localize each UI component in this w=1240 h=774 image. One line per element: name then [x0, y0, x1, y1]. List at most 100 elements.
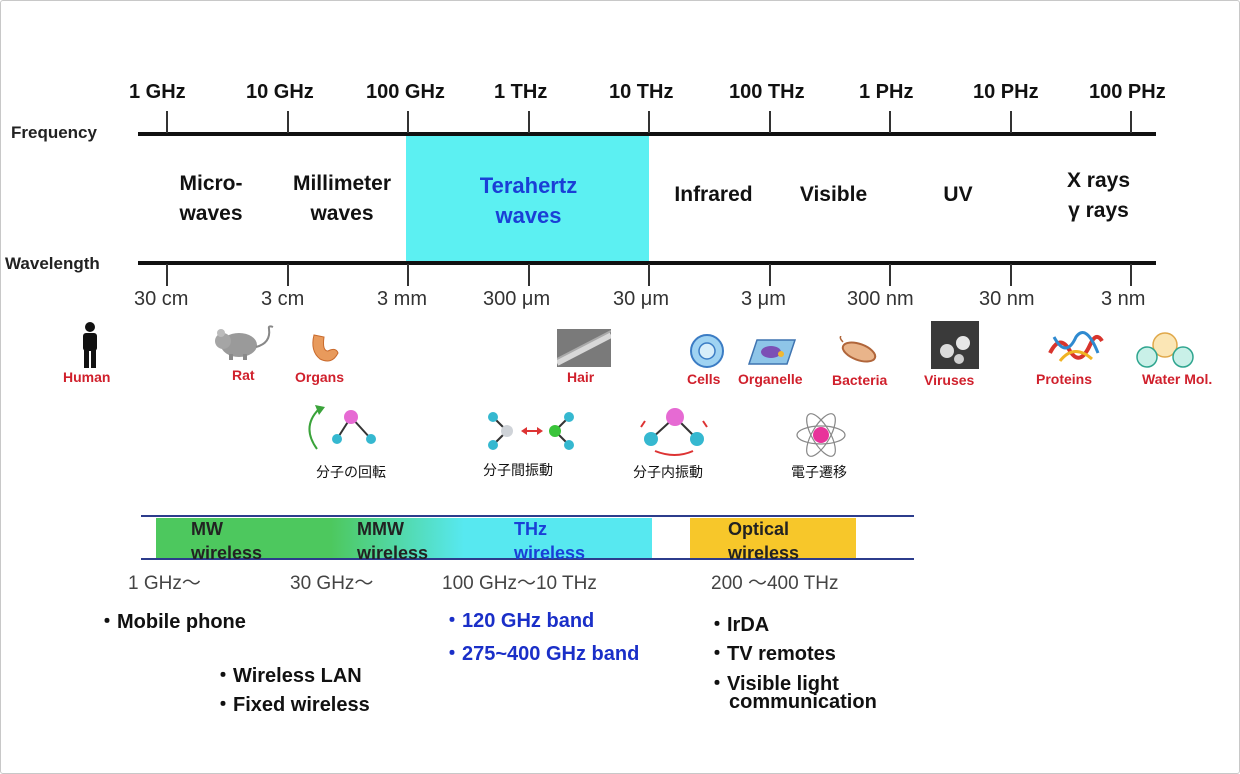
mmw-wireless-label: MMW wireless: [357, 519, 429, 563]
app-mobile-phone: ・Mobile phone: [97, 611, 246, 633]
frequency-label: 1 PHz: [859, 81, 914, 103]
human-icon: [83, 322, 97, 368]
intramolecular-vibration-icon: [640, 408, 708, 456]
wavelength-axis: [138, 261, 1156, 265]
region-uv: UV: [943, 183, 973, 206]
optical-wireless-band: [690, 518, 856, 558]
bacteria-icon: [839, 336, 877, 363]
object-label-bacteria: Bacteria: [832, 372, 888, 388]
object-label-human: Human: [63, 369, 111, 385]
organs-icon: [312, 334, 339, 362]
wavelength-label: 3 cm: [261, 288, 305, 310]
frequency-tick: [287, 111, 289, 133]
region-infrared: Infrared: [674, 183, 753, 206]
wavelength-tick: [889, 264, 891, 286]
organelle-icon: [747, 339, 797, 365]
band-bar-top-line: [141, 515, 914, 517]
frequency-label: 100 THz: [729, 81, 805, 103]
mmw-range-label: 30 GHz～: [290, 573, 374, 594]
band-bar-bottom-line: [141, 558, 914, 560]
mmw-wireless-band: [331, 518, 464, 558]
frequency-axis-title: Frequency: [11, 123, 97, 142]
object-label-proteins: Proteins: [1036, 371, 1093, 387]
frequency-tick: [1130, 111, 1132, 133]
thz-wireless-label: THz wireless: [514, 519, 586, 563]
frequency-label: 100 GHz: [366, 81, 445, 103]
app-275-400ghz-band: ・275~400 GHz band: [442, 643, 640, 665]
molecular-rotation-icon: [308, 405, 376, 450]
wavelength-axis-title: Wavelength: [5, 254, 100, 273]
app-fixed-wireless: ・Fixed wireless: [213, 694, 370, 716]
cells-icon: [690, 334, 724, 368]
mw-range-label: 1 GHz～: [128, 573, 201, 594]
object-label-viruses: Viruses: [924, 372, 975, 388]
frequency-tick: [407, 111, 409, 133]
thz-range-label: 100 GHz～10 THz: [442, 573, 597, 594]
molecular-label-intramolecular: 分子内振動: [633, 464, 703, 480]
object-label-hair: Hair: [567, 369, 595, 385]
frequency-label: 100 PHz: [1089, 81, 1166, 103]
mw-wireless-band: [156, 518, 331, 558]
frequency-tick: [769, 111, 771, 133]
frequency-label: 1 GHz: [129, 81, 186, 103]
wavelength-tick: [648, 264, 650, 286]
wavelength-label: 300 nm: [847, 288, 914, 310]
wavelength-tick: [528, 264, 530, 286]
wavelength-label: 30 μm: [613, 288, 669, 310]
wavelength-label: 3 nm: [1101, 288, 1146, 310]
molecular-label-electronic: 電子遷移: [791, 464, 847, 480]
wavelength-tick: [769, 264, 771, 286]
region-visible: Visible: [799, 183, 868, 206]
optical-wireless-label: Optical wireless: [728, 519, 800, 563]
water-molecule-icon: [1136, 332, 1194, 368]
frequency-label: 10 PHz: [973, 81, 1039, 103]
region-terahertz-waves: Terahertz waves: [479, 173, 578, 228]
frequency-tick: [648, 111, 650, 133]
wavelength-tick: [166, 264, 168, 286]
wavelength-tick: [1130, 264, 1132, 286]
object-label-organelle: Organelle: [738, 371, 803, 387]
wavelength-label: 3 mm: [377, 288, 427, 310]
frequency-label: 10 GHz: [246, 81, 314, 103]
intermolecular-vibration-icon: [488, 412, 574, 450]
app-tv-remotes: ・TV remotes: [707, 643, 836, 665]
terahertz-region-highlight: [406, 136, 649, 263]
wavelength-tick: [287, 264, 289, 286]
region-millimeter-waves: Millimeter waves: [292, 172, 392, 225]
wavelength-label: 30 nm: [979, 288, 1035, 310]
molecular-label-intermolecular: 分子間振動: [483, 462, 553, 478]
app-communication: communication: [729, 691, 877, 713]
viruses-icon: [931, 321, 979, 369]
app-irda: ・IrDA: [707, 614, 770, 636]
electronic-transition-icon: [796, 413, 846, 457]
mw-wireless-label: MW wireless: [191, 519, 263, 563]
object-label-water-molecule: Water Mol.: [1142, 371, 1213, 387]
frequency-label: 10 THz: [609, 81, 674, 103]
wavelength-tick: [407, 264, 409, 286]
wavelength-label: 3 μm: [741, 288, 786, 310]
app-visible-light: ・Visible light: [707, 673, 839, 695]
app-wireless-lan: ・Wireless LAN: [213, 665, 362, 687]
frequency-tick: [528, 111, 530, 133]
frequency-tick: [166, 111, 168, 133]
optical-range-label: 200 ～400 THz: [711, 573, 839, 594]
frequency-label: 1 THz: [494, 81, 548, 103]
thz-wireless-band: [464, 518, 652, 558]
frequency-tick: [889, 111, 891, 133]
proteins-icon: [1048, 331, 1104, 362]
object-label-cells: Cells: [687, 371, 721, 387]
region-x-gamma-rays: X rays γ rays: [1066, 169, 1131, 222]
frequency-axis: [138, 132, 1156, 136]
hair-icon: [557, 329, 611, 367]
frequency-tick: [1010, 111, 1012, 133]
wavelength-label: 300 μm: [483, 288, 551, 310]
rat-icon: [215, 325, 274, 360]
region-microwaves: Micro- waves: [179, 172, 243, 225]
app-120ghz-band: ・120 GHz band: [442, 610, 595, 632]
object-label-organs: Organs: [295, 369, 345, 385]
object-label-rat: Rat: [232, 367, 255, 383]
wavelength-label: 30 cm: [134, 288, 189, 310]
molecular-label-rotation: 分子の回転: [316, 464, 386, 480]
wavelength-tick: [1010, 264, 1012, 286]
